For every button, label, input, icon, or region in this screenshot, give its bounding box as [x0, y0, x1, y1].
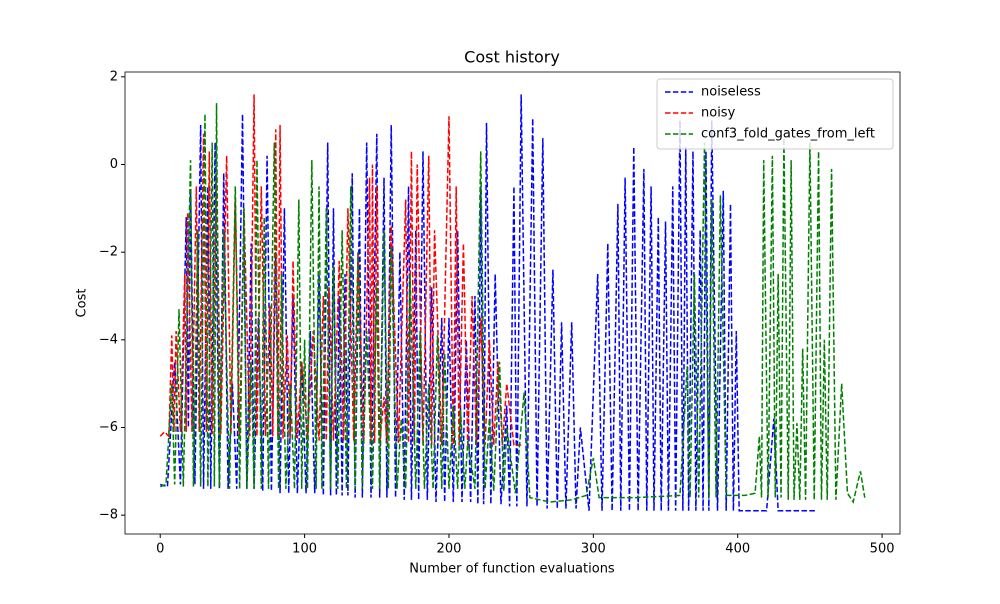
x-tick-label: 100 — [292, 542, 317, 557]
x-tick-label: 300 — [581, 542, 606, 557]
x-tick-label: 200 — [437, 542, 462, 557]
series-line — [159, 94, 522, 446]
series-line — [159, 103, 866, 504]
plot-frame — [124, 71, 901, 535]
legend-label: noisy — [701, 106, 736, 121]
chart-title: Cost history — [464, 48, 560, 67]
y-tick-label: 2 — [110, 69, 118, 84]
legend-box — [656, 78, 894, 150]
y-tick-label: −4 — [99, 332, 118, 347]
y-tick-label: −6 — [99, 420, 118, 435]
y-tick-label: −2 — [99, 245, 118, 260]
legend-label: conf3_fold_gates_from_left — [701, 127, 875, 142]
y-tick-label: 0 — [110, 157, 118, 172]
x-axis-label: Number of function evaluations — [409, 562, 615, 577]
legend-label: noiseless — [701, 85, 761, 100]
y-axis-label: Cost — [75, 289, 90, 318]
x-tick-label: 400 — [725, 542, 750, 557]
x-tick-label: 500 — [870, 542, 895, 557]
x-tick-label: 0 — [156, 542, 164, 557]
y-tick-label: −8 — [99, 508, 118, 523]
series-line — [160, 94, 818, 512]
